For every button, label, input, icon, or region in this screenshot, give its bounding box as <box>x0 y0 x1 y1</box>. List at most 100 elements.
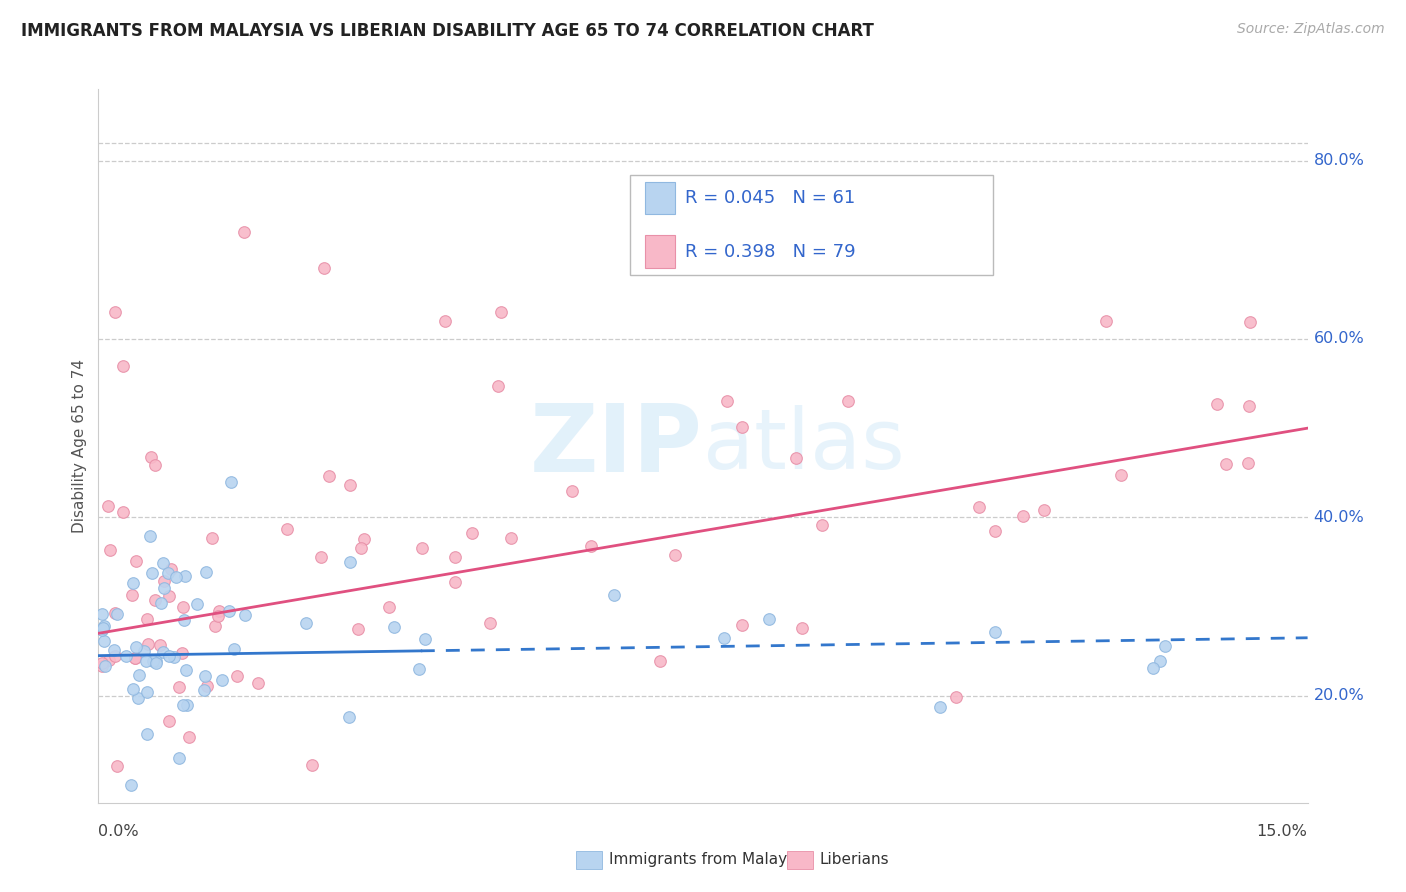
Point <box>174 569 197 583</box>
Point <box>173 613 195 627</box>
Point <box>443 549 465 564</box>
Point <box>115 649 138 664</box>
Text: 15.0%: 15.0% <box>1257 824 1308 839</box>
Text: Immigrants from Malaysia: Immigrants from Malaysia <box>609 853 808 867</box>
Point <box>1142 661 1164 675</box>
Point <box>138 529 160 543</box>
Point <box>295 615 318 630</box>
Point <box>157 649 180 664</box>
Point <box>603 588 626 602</box>
Point <box>120 778 142 792</box>
Point <box>167 680 190 694</box>
Point <box>353 532 375 546</box>
Point <box>91 621 114 635</box>
Text: atlas: atlas <box>703 406 904 486</box>
Point <box>501 531 523 545</box>
Point <box>121 588 143 602</box>
Point <box>413 632 436 646</box>
Point <box>233 607 256 622</box>
Point <box>111 505 134 519</box>
Point <box>157 589 180 603</box>
Point <box>984 524 1007 538</box>
Text: 40.0%: 40.0% <box>1313 510 1364 524</box>
Point <box>461 525 484 540</box>
Point <box>561 483 583 498</box>
Point <box>1237 457 1260 471</box>
Point <box>945 690 967 705</box>
Text: 80.0%: 80.0% <box>1313 153 1364 168</box>
Point <box>93 634 115 648</box>
Text: Source: ZipAtlas.com: Source: ZipAtlas.com <box>1237 22 1385 37</box>
Point <box>104 606 127 620</box>
Point <box>246 676 269 690</box>
Text: R = 0.398   N = 79: R = 0.398 N = 79 <box>685 243 856 260</box>
Point <box>208 605 231 619</box>
Point <box>124 651 146 665</box>
Text: 0.0%: 0.0% <box>98 824 139 839</box>
Point <box>111 359 134 373</box>
Point <box>219 475 242 489</box>
Y-axis label: Disability Age 65 to 74: Disability Age 65 to 74 <box>72 359 87 533</box>
Text: 20.0%: 20.0% <box>1313 689 1364 703</box>
Text: R = 0.045   N = 61: R = 0.045 N = 61 <box>685 189 855 207</box>
Point <box>411 541 433 556</box>
Point <box>837 394 859 409</box>
Text: 60.0%: 60.0% <box>1313 332 1364 346</box>
Point <box>193 683 215 698</box>
Point <box>143 458 166 473</box>
Point <box>204 618 226 632</box>
Point <box>929 700 952 714</box>
Point <box>1239 315 1261 329</box>
Point <box>1154 639 1177 653</box>
Point <box>122 576 145 591</box>
Point <box>350 541 373 555</box>
Point <box>157 714 180 728</box>
Point <box>1111 467 1133 482</box>
Point <box>384 620 406 634</box>
Point <box>713 631 735 645</box>
Point <box>792 621 814 635</box>
Point <box>165 570 187 584</box>
Point <box>160 562 183 576</box>
Point <box>105 607 128 621</box>
Point <box>153 574 176 589</box>
Point <box>127 691 149 706</box>
Point <box>984 625 1007 640</box>
Point <box>91 607 114 621</box>
Point <box>136 727 159 741</box>
Point <box>810 518 832 533</box>
Point <box>664 549 686 563</box>
Point <box>314 260 336 275</box>
Point <box>969 500 991 514</box>
Point <box>149 639 172 653</box>
Point <box>309 550 332 565</box>
Point <box>135 685 157 699</box>
Point <box>128 667 150 681</box>
Point <box>339 556 361 570</box>
Text: IMMIGRANTS FROM MALAYSIA VS LIBERIAN DISABILITY AGE 65 TO 74 CORRELATION CHART: IMMIGRANTS FROM MALAYSIA VS LIBERIAN DIS… <box>21 22 875 40</box>
Point <box>91 658 114 673</box>
Point <box>124 650 146 665</box>
Point <box>176 698 198 713</box>
Point <box>195 565 218 579</box>
Point <box>98 653 121 667</box>
Point <box>186 597 208 611</box>
Point <box>1149 654 1171 668</box>
Point <box>141 450 163 465</box>
Point <box>174 663 197 677</box>
Point <box>1012 509 1035 524</box>
Point <box>134 644 156 658</box>
Point <box>169 751 191 765</box>
Point <box>1032 502 1054 516</box>
Point <box>104 648 127 663</box>
Point <box>226 669 249 683</box>
Point <box>172 646 194 660</box>
Point <box>125 554 148 568</box>
Point <box>434 314 457 328</box>
Point <box>150 596 173 610</box>
Point <box>276 522 298 536</box>
Point <box>103 643 125 657</box>
Point <box>103 305 125 319</box>
Point <box>177 730 200 744</box>
Point <box>579 539 602 553</box>
